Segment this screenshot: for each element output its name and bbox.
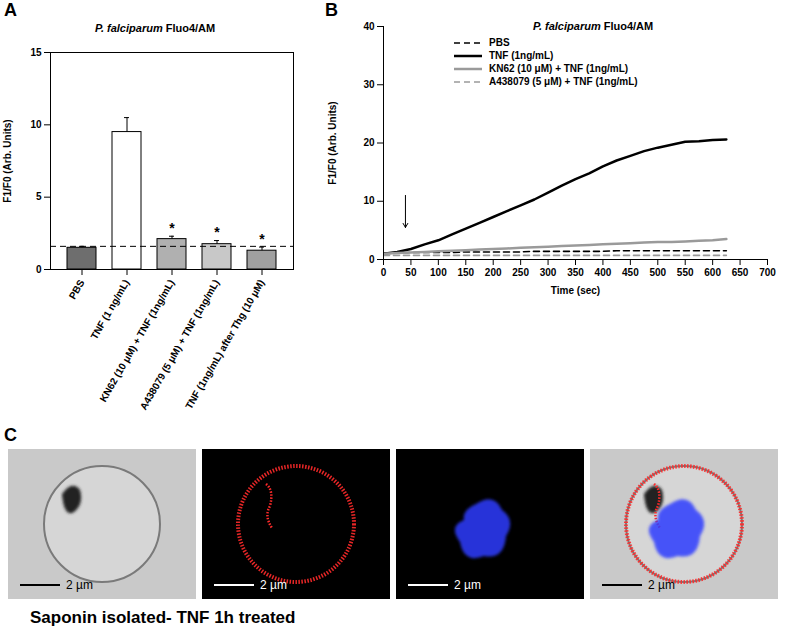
svg-text:2 µm: 2 µm (648, 578, 675, 592)
svg-text:50: 50 (405, 267, 417, 278)
html-text:P. falciparum Fluo4/AM: P. falciparum Fluo4/AM (533, 20, 654, 32)
svg-text:2 µm: 2 µm (66, 578, 93, 592)
svg-text:*: * (214, 224, 220, 240)
svg-text:150: 150 (457, 267, 474, 278)
svg-text:Time (sec): Time (sec) (551, 285, 600, 296)
svg-text:550: 550 (677, 267, 694, 278)
svg-text:30: 30 (363, 79, 375, 90)
html-text:PBS: PBS (489, 37, 510, 48)
html-text:A438079 (5 μM) + TNF (1ng/mL): A438079 (5 μM) + TNF (1ng/mL) (489, 76, 638, 87)
html-text:KN62 (10 μM) + TNF (1ng/mL): KN62 (10 μM) + TNF (1ng/mL) (489, 63, 629, 74)
svg-text:*: * (259, 231, 265, 247)
svg-text:40: 40 (363, 21, 375, 32)
svg-text:600: 600 (704, 267, 721, 278)
html-text:B: B (325, 0, 338, 20)
svg-text:TNF (1 ng/mL): TNF (1 ng/mL) (88, 278, 131, 342)
svg-text:A438079 (5 μM) + TNF (1ng/mL): A438079 (5 μM) + TNF (1ng/mL) (138, 278, 222, 412)
html-text:C: C (4, 425, 17, 445)
svg-text:100: 100 (430, 267, 447, 278)
svg-text:500: 500 (649, 267, 666, 278)
svg-text:PBS: PBS (67, 277, 87, 301)
svg-text:15: 15 (30, 47, 42, 58)
svg-text:10: 10 (30, 119, 42, 130)
svg-text:350: 350 (567, 267, 584, 278)
svg-text:10: 10 (363, 195, 375, 206)
svg-text:400: 400 (595, 267, 612, 278)
svg-text:0: 0 (381, 267, 387, 278)
svg-text:0: 0 (369, 254, 375, 265)
svg-text:0: 0 (36, 264, 42, 275)
svg-text:200: 200 (485, 267, 502, 278)
svg-text:700: 700 (759, 267, 776, 278)
svg-text:300: 300 (540, 267, 557, 278)
svg-text:250: 250 (512, 267, 529, 278)
svg-text:2 µm: 2 µm (260, 578, 287, 592)
svg-text:TNF (1ng/mL) after Thg (10 μM): TNF (1ng/mL) after Thg (10 μM) (183, 278, 266, 411)
svg-text:2 µm: 2 µm (454, 578, 481, 592)
svg-text:650: 650 (732, 267, 749, 278)
html-text:P. falciparum Fluo4/AM: P. falciparum Fluo4/AM (95, 22, 216, 34)
svg-text:KN62 (10 μM) + TNF (1ng/mL): KN62 (10 μM) + TNF (1ng/mL) (97, 278, 176, 404)
svg-text:F1/F0 (Arb. Units): F1/F0 (Arb. Units) (2, 119, 13, 202)
svg-text:450: 450 (622, 267, 639, 278)
svg-text:*: * (169, 220, 175, 236)
html-text:A: A (4, 0, 17, 20)
html-text:TNF (1ng/mL): TNF (1ng/mL) (489, 50, 554, 61)
html-text:Saponin isolated- TNF 1h treat: Saponin isolated- TNF 1h treated (30, 608, 296, 627)
svg-text:20: 20 (363, 137, 375, 148)
svg-text:F1/F0 (Arb. Units): F1/F0 (Arb. Units) (327, 101, 338, 184)
svg-text:5: 5 (36, 191, 42, 202)
